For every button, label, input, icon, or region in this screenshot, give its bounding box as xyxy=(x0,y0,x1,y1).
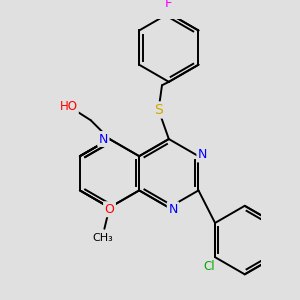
Text: S: S xyxy=(154,103,163,117)
Text: HO: HO xyxy=(59,100,77,113)
Text: N: N xyxy=(198,148,207,161)
Text: CH₃: CH₃ xyxy=(92,233,113,243)
Text: N: N xyxy=(168,203,178,216)
Text: F: F xyxy=(165,0,172,10)
Text: Cl: Cl xyxy=(203,260,215,273)
Text: O: O xyxy=(105,203,115,216)
Text: N: N xyxy=(99,133,108,146)
